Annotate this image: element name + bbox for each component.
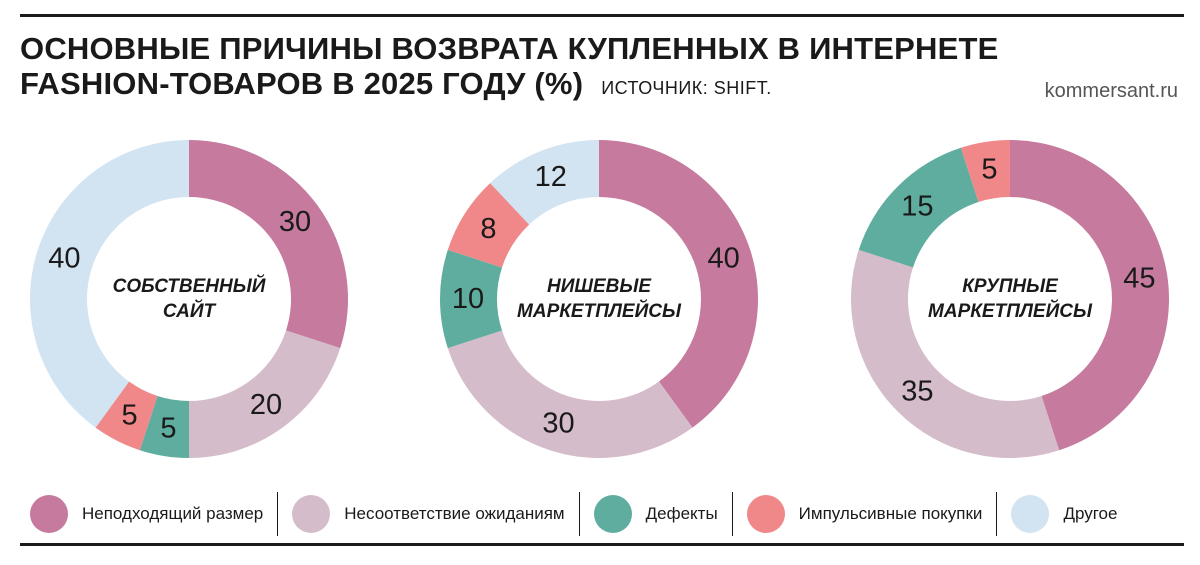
slice-expectations bbox=[851, 249, 1060, 458]
slice-defects bbox=[439, 249, 502, 349]
slice-defects bbox=[858, 147, 979, 268]
legend-swatch-impulse bbox=[746, 495, 785, 533]
legend-swatch-defects bbox=[593, 495, 632, 533]
legend-label-size: Неподходящий размер bbox=[82, 504, 264, 523]
title-line-2-text: fashion-товаров в 2025 году (%) bbox=[20, 66, 584, 101]
legend-label-expectations: Несоответствие ожиданиям bbox=[344, 504, 565, 523]
chart-title: Основные причины возврата купленных в ин… bbox=[20, 31, 1020, 106]
legend-item-other: Другое bbox=[996, 492, 1131, 536]
value-label-defects: 15 bbox=[901, 190, 933, 222]
value-label-impulse: 5 bbox=[981, 154, 997, 186]
value-label-expectations: 20 bbox=[250, 389, 282, 421]
value-label-expectations: 30 bbox=[542, 408, 574, 440]
legend-label-other: Другое bbox=[1063, 504, 1118, 523]
legend-label-impulse: Импульсивные покупки bbox=[798, 504, 983, 523]
legend: Неподходящий размер Несоответствие ожида… bbox=[20, 492, 1184, 536]
legend-item-defects: Дефекты bbox=[578, 492, 732, 536]
title-line-2: fashion-товаров в 2025 году (%) Источник:… bbox=[20, 66, 1020, 106]
legend-swatch-expectations bbox=[292, 495, 331, 533]
value-label-impulse: 8 bbox=[480, 213, 496, 245]
donut-niche-marketplaces: 40 30 10 8 12 НИШЕВЫЕ МАРКЕТПЛЕЙСЫ bbox=[439, 140, 758, 458]
slice-impulse bbox=[95, 381, 158, 451]
slice-expectations bbox=[447, 330, 693, 458]
value-label-size: 45 bbox=[1123, 263, 1155, 295]
bottom-rule bbox=[20, 543, 1184, 546]
value-label-impulse: 5 bbox=[121, 400, 137, 432]
donut-title-niche-marketplaces: НИШЕВЫЕ МАРКЕТПЛЕЙСЫ bbox=[517, 276, 682, 322]
slice-defects bbox=[139, 396, 189, 458]
top-rule bbox=[20, 14, 1184, 17]
value-label-other: 40 bbox=[48, 243, 80, 275]
slice-size bbox=[599, 140, 758, 428]
value-label-size: 40 bbox=[707, 243, 739, 275]
legend-label-defects: Дефекты bbox=[645, 504, 718, 523]
donut-own-site: 30 20 55 40 СОБСТВЕННЫЙ САЙТ bbox=[30, 140, 348, 458]
legend-item-expectations: Несоответствие ожиданиям bbox=[277, 492, 578, 536]
value-label-other: 12 bbox=[535, 161, 567, 193]
value-label-defects: 10 bbox=[452, 283, 484, 315]
value-label-defects: 5 bbox=[160, 412, 176, 444]
donut-title-own-site: СОБСТВЕННЫЙ САЙТ bbox=[113, 275, 266, 322]
slice-impulse bbox=[960, 140, 1010, 202]
title-line-1: Основные причины возврата купленных в ин… bbox=[20, 31, 999, 66]
slice-other bbox=[30, 140, 190, 428]
slice-other bbox=[490, 140, 599, 225]
legend-item-impulse: Импульсивные покупки bbox=[731, 492, 997, 536]
slice-expectations bbox=[189, 330, 341, 458]
value-label-size: 30 bbox=[279, 206, 311, 238]
slice-size bbox=[1010, 140, 1169, 451]
value-label-expectations: 35 bbox=[901, 376, 933, 408]
donut-large-marketplaces: 45 35 15 5 КРУПНЫЕ МАРКЕТПЛЕЙСЫ bbox=[851, 140, 1169, 458]
site-credit: kommersant.ru bbox=[1044, 80, 1178, 102]
legend-item-size: Неподходящий размер bbox=[20, 492, 277, 536]
legend-swatch-size bbox=[30, 495, 68, 533]
slice-impulse bbox=[447, 183, 530, 268]
legend-swatch-other bbox=[1011, 495, 1050, 533]
donut-title-large-marketplaces: КРУПНЫЕ МАРКЕТПЛЕЙСЫ bbox=[928, 276, 1093, 322]
slice-size bbox=[189, 140, 348, 349]
source-note: Источник: Shift. bbox=[601, 78, 772, 98]
